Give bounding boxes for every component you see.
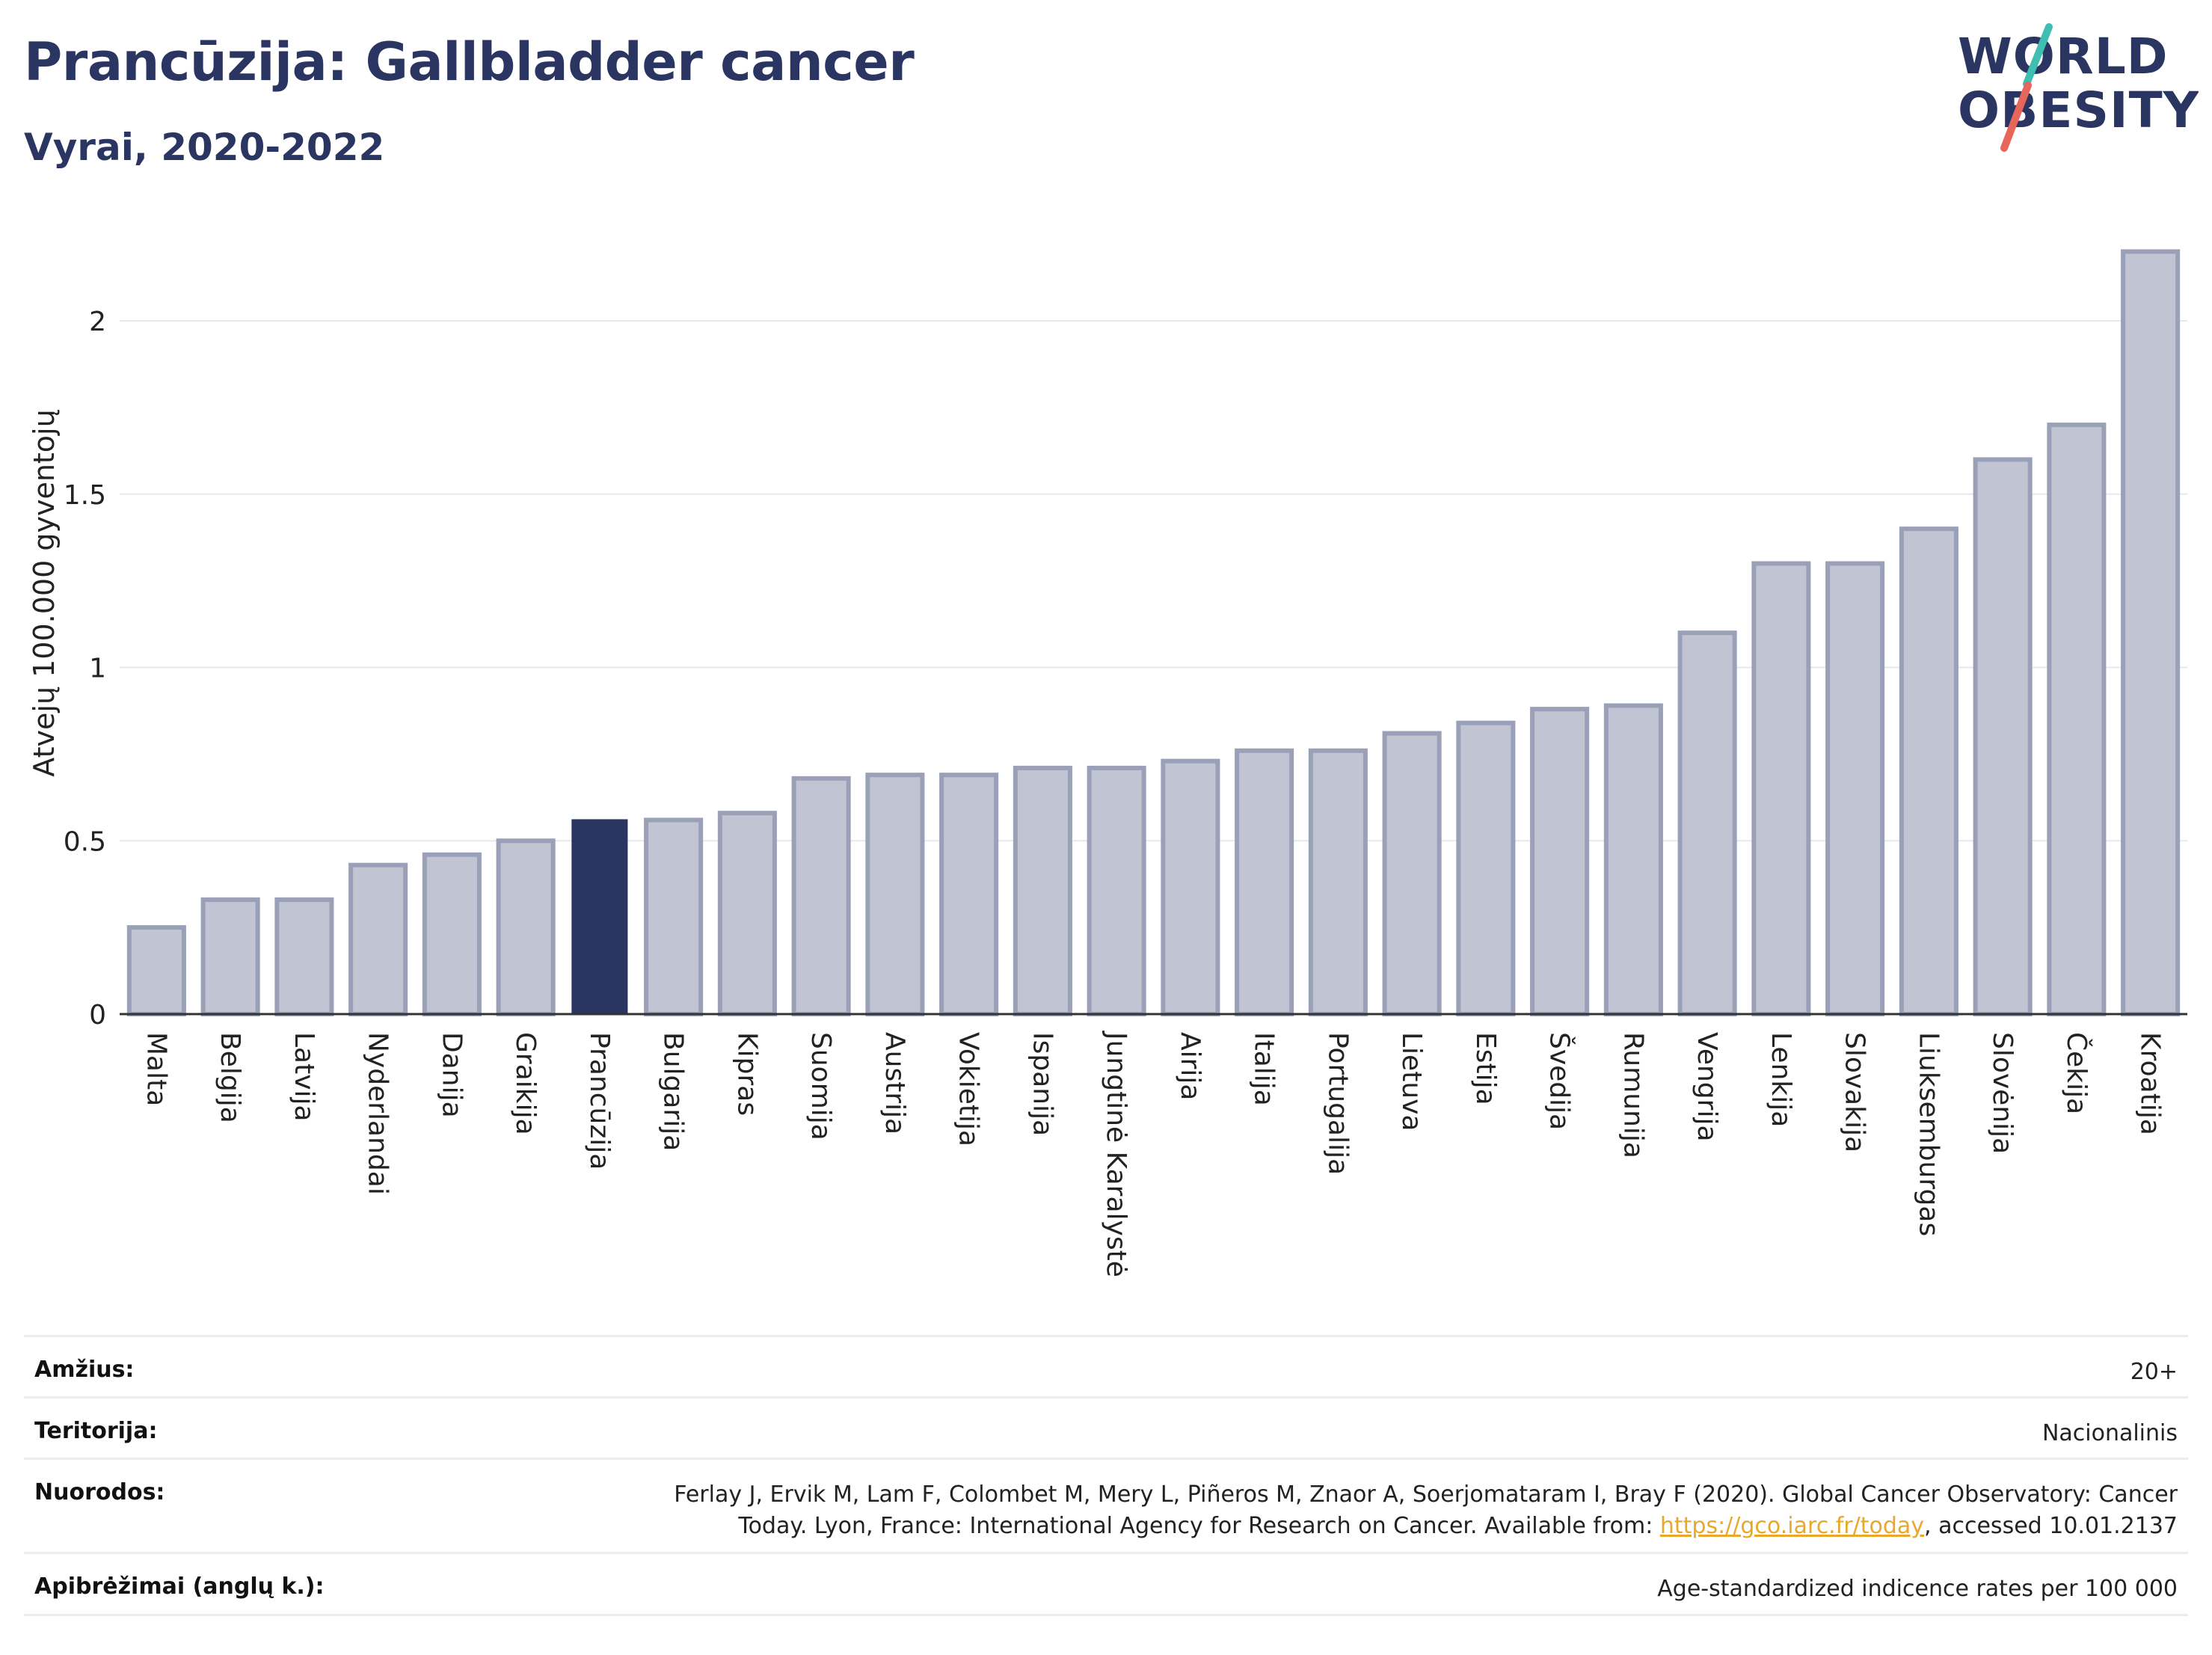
bar-austrija [865, 773, 925, 1016]
bar-slovėnija [1973, 457, 2033, 1017]
x-tick-label: Rumunija [1617, 1032, 1648, 1158]
x-tick-label: Danija [436, 1032, 467, 1118]
info-row-territory: Teritorija: Nacionalinis [24, 1396, 2188, 1458]
bar-rumunija [1603, 703, 1663, 1016]
bar-kipras [717, 811, 777, 1016]
references-line-2: Today. Lyon, France: International Agenc… [674, 1511, 2178, 1542]
bar-layer [126, 249, 2181, 1017]
x-tick-label: Estija [1470, 1032, 1501, 1105]
x-tick-label: Kroatija [2135, 1032, 2166, 1135]
x-tick-label: Airija [1175, 1032, 1205, 1101]
bar-lenkija [1751, 561, 1811, 1016]
references-text: Today. Lyon, France: International Agenc… [738, 1513, 1660, 1539]
references-line-1: Ferlay J, Ervik M, Lam F, Colombet M, Me… [674, 1481, 2178, 1508]
bar-vengrija [1677, 630, 1737, 1016]
bar-prancūzija [571, 819, 628, 1015]
y-tick-label: 2 [89, 307, 106, 337]
bar-chart: 0 0.5 1 1.5 2 Malta Belgija Latvija Nyderlandai D… [28, 249, 2187, 1277]
bar-portugalija [1308, 748, 1368, 1016]
x-tick-label: Švedija [1544, 1032, 1576, 1130]
logo-slash-red [2000, 82, 2032, 152]
page-title: Prancūzija: Gallbladder cancer [24, 31, 915, 93]
bar-ispanija [1013, 765, 1072, 1016]
y-tick-label: 0 [89, 1000, 106, 1031]
bar-airija [1161, 758, 1220, 1017]
x-tick-label: Malta [141, 1032, 171, 1106]
world-obesity-logo: WORLD OBESITY [1958, 23, 2199, 152]
x-tick-label: Latvija [289, 1032, 319, 1122]
x-tick-label: Graikija [510, 1032, 541, 1135]
x-tick-label: Austrija [879, 1032, 910, 1134]
bar-čekija [2047, 423, 2107, 1016]
references-label: Nuorodos: [34, 1479, 165, 1505]
bar-švedija [1530, 707, 1590, 1017]
y-tick-label: 1.5 [64, 480, 106, 511]
definitions-value: Age-standardized indicence rates per 100… [1657, 1576, 2178, 1602]
bar-liuksemburgas [1899, 526, 1958, 1016]
x-tick-label: Lenkija [1766, 1032, 1796, 1127]
bar-latvija [274, 897, 334, 1017]
logo-word-world: WORLD [1958, 28, 2169, 85]
x-tick-label: Ispanija [1027, 1032, 1057, 1136]
bar-bulgarija [644, 817, 704, 1016]
age-value: 20+ [2130, 1359, 2178, 1385]
territory-value: Nacionalinis [2042, 1420, 2178, 1446]
bar-danija [422, 852, 482, 1016]
info-table: Amžius: 20+ Teritorija: Nacionalinis Nuo… [24, 1335, 2188, 1616]
axis-layer: 0 0.5 1 1.5 2 Malta Belgija Latvija Nyderlandai D… [64, 307, 2187, 1277]
references-link[interactable]: https://gco.iarc.fr/today [1659, 1513, 1925, 1539]
x-tick-label: Slovakija [1840, 1032, 1870, 1152]
x-tick-label: Čekija [2061, 1032, 2092, 1114]
bar-vokietija [939, 773, 999, 1016]
page-subtitle: Vyrai, 2020-2022 [24, 126, 385, 169]
bar-lietuva [1382, 731, 1442, 1016]
y-axis-label: Atvejų 100.000 gyventojų [28, 409, 61, 776]
references-value: Ferlay J, Ervik M, Lam F, Colombet M, Me… [674, 1479, 2178, 1542]
x-tick-label: Prancūzija [584, 1032, 615, 1170]
info-row-definitions: Apibrėžimai (anglų k.): Age-standardized… [24, 1552, 2188, 1616]
x-tick-label: Liuksemburgas [1913, 1032, 1944, 1236]
bar-jungtinė-karalystė [1087, 765, 1146, 1016]
bar-belgija [200, 897, 260, 1017]
x-tick-label: Lietuva [1396, 1032, 1427, 1132]
bar-italija [1235, 748, 1294, 1016]
bar-estija [1456, 720, 1516, 1017]
info-row-age: Amžius: 20+ [24, 1335, 2188, 1396]
x-tick-label: Jungtinė Karalystė [1101, 1031, 1131, 1277]
references-accessed: , accessed 10.01.2137 [1924, 1513, 2178, 1539]
x-tick-label: Suomija [805, 1032, 836, 1140]
bar-nyderlandai [348, 862, 408, 1016]
x-tick-label: Vokietija [953, 1032, 984, 1146]
x-tick-label: Kipras [731, 1032, 762, 1116]
definitions-label: Apibrėžimai (anglų k.): [34, 1573, 325, 1600]
logo-slash-teal [2023, 23, 2053, 87]
bar-slovakija [1825, 561, 1885, 1016]
x-tick-label: Vengrija [1692, 1032, 1722, 1142]
x-tick-label: Bulgarija [658, 1032, 689, 1151]
y-tick-label: 1 [89, 654, 106, 684]
x-tick-label: Belgija [215, 1032, 245, 1123]
bar-suomija [791, 776, 851, 1016]
bar-kroatija [2121, 249, 2181, 1016]
y-tick-label: 0.5 [64, 826, 106, 857]
logo-word-obesity: OBESITY [1958, 82, 2199, 139]
bar-malta [126, 925, 186, 1016]
territory-label: Teritorija: [34, 1418, 158, 1444]
x-tick-label: Portugalija [1322, 1032, 1353, 1175]
x-tick-label: Nyderlandai [363, 1032, 393, 1195]
bar-graikija [496, 838, 556, 1016]
x-tick-label: Italija [1249, 1032, 1279, 1106]
age-label: Amžius: [34, 1357, 135, 1383]
x-tick-label: Slovėnija [1987, 1032, 2018, 1154]
info-row-references: Nuorodos: Ferlay J, Ervik M, Lam F, Colo… [24, 1458, 2188, 1552]
